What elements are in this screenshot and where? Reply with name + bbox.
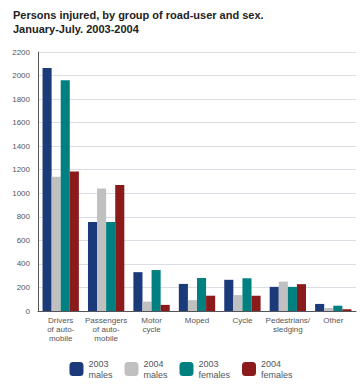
svg-text:females: females	[198, 370, 230, 380]
svg-text:Passengers: Passengers	[85, 316, 127, 325]
svg-text:1400: 1400	[12, 142, 30, 151]
svg-text:males: males	[143, 370, 168, 380]
svg-text:2003: 2003	[88, 359, 108, 369]
svg-text:800: 800	[17, 212, 31, 221]
svg-text:Other: Other	[323, 316, 343, 325]
svg-text:cycle: cycle	[142, 325, 161, 334]
svg-text:males: males	[88, 370, 113, 380]
svg-text:400: 400	[17, 259, 31, 268]
svg-text:mobile: mobile	[49, 334, 73, 343]
svg-text:January-July. 2003-2004: January-July. 2003-2004	[13, 23, 140, 35]
svg-text:sledging: sledging	[273, 325, 303, 334]
svg-text:Pedestrians/: Pedestrians/	[266, 316, 311, 325]
svg-text:200: 200	[17, 283, 31, 292]
svg-text:Cycle: Cycle	[232, 316, 253, 325]
svg-text:0: 0	[26, 307, 31, 316]
svg-text:of auto-: of auto-	[93, 325, 120, 334]
svg-text:of auto-: of auto-	[47, 325, 74, 334]
svg-text:600: 600	[17, 236, 31, 245]
svg-text:2004: 2004	[143, 359, 163, 369]
svg-text:1600: 1600	[12, 118, 30, 127]
svg-text:2004: 2004	[261, 359, 281, 369]
svg-text:2003: 2003	[198, 359, 218, 369]
svg-text:1000: 1000	[12, 189, 30, 198]
svg-text:mobile: mobile	[94, 334, 118, 343]
svg-text:Moped: Moped	[185, 316, 209, 325]
svg-text:2200: 2200	[12, 48, 30, 57]
svg-text:1800: 1800	[12, 95, 30, 104]
svg-text:Persons injured, by group of r: Persons injured, by group of road-user a…	[13, 9, 264, 21]
svg-text:1200: 1200	[12, 165, 30, 174]
svg-text:Motor: Motor	[141, 316, 162, 325]
svg-text:Drivers: Drivers	[48, 316, 73, 325]
svg-text:2000: 2000	[12, 71, 30, 80]
svg-text:females: females	[261, 370, 293, 380]
